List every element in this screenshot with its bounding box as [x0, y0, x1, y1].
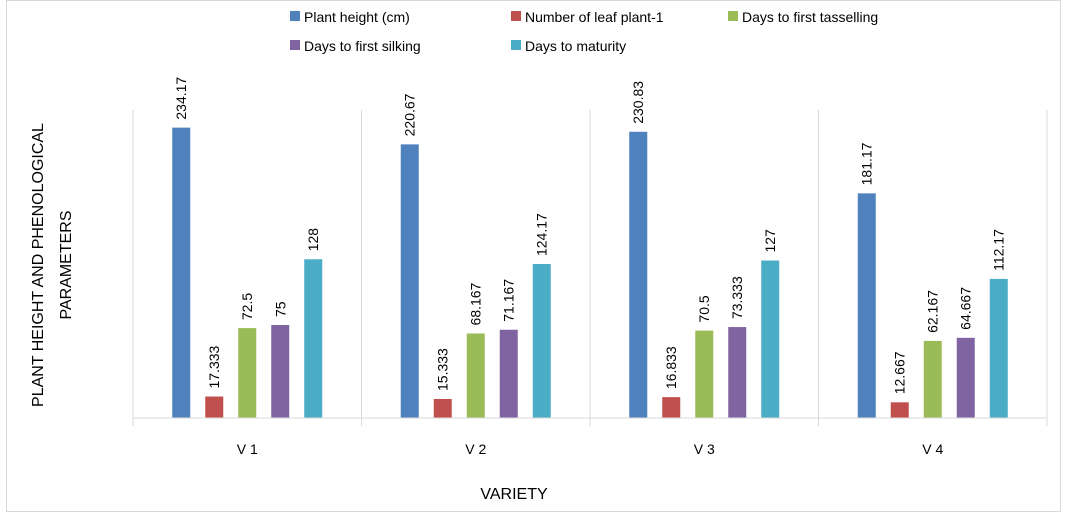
legend-swatch [511, 11, 521, 21]
bar [400, 144, 419, 418]
legend-swatch [290, 11, 300, 21]
data-label: 12.667 [892, 351, 908, 394]
legend: Plant height (cm) Number of leaf plant-1 D… [290, 9, 878, 54]
y-axis-title: PLANT HEIGHT AND PHENOLOGICAL PARAMETERS [30, 123, 75, 407]
legend-swatch [290, 40, 300, 50]
bar [923, 340, 942, 418]
legend-label: Days to first tasselling [742, 9, 878, 25]
data-label: 181.17 [859, 142, 875, 185]
data-label: 71.167 [501, 279, 517, 322]
bar [304, 259, 323, 418]
bar [629, 131, 648, 418]
data-label: 234.17 [173, 77, 189, 120]
x-axis-title: VARIETY [480, 486, 548, 503]
x-tick-label: V 1 [237, 441, 258, 457]
bar [205, 396, 224, 418]
data-label: 72.5 [239, 293, 255, 320]
bar [532, 264, 551, 418]
data-label: 68.167 [468, 282, 484, 325]
data-label: 73.333 [729, 276, 745, 319]
bar [956, 337, 975, 418]
x-tick-label: V 4 [922, 441, 943, 457]
bar [761, 260, 780, 418]
bar [499, 329, 518, 418]
legend-swatch [511, 40, 521, 50]
data-label: 17.333 [206, 345, 222, 388]
data-label: 62.167 [925, 290, 941, 333]
bar [662, 397, 681, 418]
data-label: 127 [762, 229, 778, 253]
legend-label: Number of leaf plant-1 [525, 9, 664, 25]
bar [172, 127, 191, 418]
x-tick-label: V 3 [694, 441, 715, 457]
data-label: 70.5 [696, 295, 712, 322]
bar [857, 193, 876, 418]
data-label: 230.83 [630, 81, 646, 124]
bar [728, 327, 747, 418]
bar [466, 333, 485, 418]
data-label: 128 [305, 228, 321, 252]
bar [271, 325, 290, 418]
bar [890, 402, 909, 418]
bar [433, 398, 452, 418]
bar [238, 328, 257, 418]
x-tick-label: V 2 [465, 441, 486, 457]
legend-swatch [728, 11, 738, 21]
bar [695, 330, 714, 418]
data-label: 75 [272, 301, 288, 317]
legend-label: Plant height (cm) [304, 9, 410, 25]
data-label: 64.667 [958, 287, 974, 330]
y-axis-title-line: PLANT HEIGHT AND PHENOLOGICAL [30, 123, 47, 407]
data-label: 112.17 [991, 229, 1007, 271]
x-axis: V 1 V 2 V 3 V 4 [132, 110, 1048, 457]
legend-label: Days to maturity [525, 38, 626, 54]
y-axis-title-line: PARAMETERS [58, 210, 75, 319]
legend-label: Days to first silking [304, 38, 421, 54]
data-label: 15.333 [435, 348, 451, 391]
bar [989, 278, 1008, 418]
data-label: 124.17 [534, 213, 550, 256]
plot-area: 234.17 17.333 72.5 75 128 220.67 15.333 68.167 7… [172, 77, 1008, 418]
data-label: 16.833 [663, 346, 679, 389]
data-label: 220.67 [402, 93, 418, 136]
